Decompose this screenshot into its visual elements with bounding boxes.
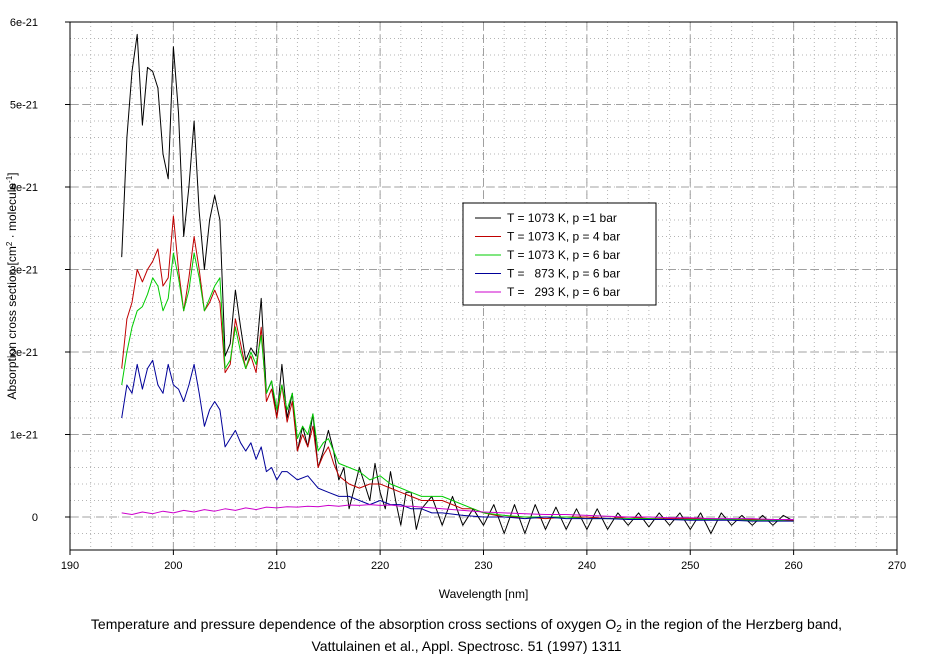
y-tick-label: 0 bbox=[32, 512, 38, 524]
legend-box bbox=[462, 202, 657, 306]
series-line-4 bbox=[121, 359, 794, 522]
y-axis-title-sup1: 2 bbox=[5, 241, 14, 246]
caption-line-2: Vattulainen et al., Appl. Spectrosc. 51 … bbox=[311, 638, 622, 654]
x-tick-label: 210 bbox=[268, 560, 286, 572]
series-line-1 bbox=[121, 33, 794, 534]
x-tick-label: 270 bbox=[888, 560, 906, 572]
x-tick-label: 240 bbox=[578, 560, 596, 572]
x-axis-title: Wavelength [nm] bbox=[439, 587, 529, 601]
y-tick-label: 1e-21 bbox=[10, 430, 38, 442]
y-tick-label: 4e-21 bbox=[10, 182, 38, 194]
y-axis-title-end: ] bbox=[5, 172, 19, 175]
caption-text-a: Temperature and pressure dependence of t… bbox=[90, 616, 617, 632]
legend-label: T = 873 K, p = 6 bar bbox=[507, 267, 620, 281]
x-tick-label: 260 bbox=[784, 560, 802, 572]
y-axis-title-mid: · molecule bbox=[5, 183, 19, 242]
axis-ticks: 190 200 210 220 230 240 250 260 270 0 1e-21 2e-21 3e… bbox=[10, 17, 906, 572]
chart: 190 200 210 220 230 240 250 260 270 0 1e-21 2e-21 3e… bbox=[5, 17, 906, 601]
caption-text-b: in the region of the Herzberg band, bbox=[621, 616, 843, 632]
caption-subscript: 2 bbox=[616, 624, 622, 635]
y-tick-label: 5e-21 bbox=[10, 100, 38, 112]
x-tick-label: 220 bbox=[371, 560, 389, 572]
legend-label: T = 1073 K, p =1 bar bbox=[507, 211, 617, 225]
series-line-5 bbox=[121, 504, 794, 520]
y-axis-title-text: Absorption cross section [cm bbox=[5, 246, 19, 399]
series-lines bbox=[121, 33, 794, 534]
y-axis-title: Absorption cross section [cm2 · molecule… bbox=[5, 172, 19, 399]
legend-label: T = 293 K, p = 6 bar bbox=[507, 285, 620, 299]
legend: T = 1073 K, p =1 bar T = 1073 K, p = 4 ba… bbox=[462, 202, 657, 306]
grid bbox=[69, 21, 898, 551]
y-tick-label: 2e-21 bbox=[10, 347, 38, 359]
x-tick-label: 190 bbox=[61, 560, 79, 572]
x-tick-label: 200 bbox=[164, 560, 182, 572]
x-tick-label: 250 bbox=[681, 560, 699, 572]
x-tick-label: 230 bbox=[474, 560, 492, 572]
legend-label: T = 1073 K, p = 4 bar bbox=[507, 230, 620, 244]
y-tick-label: 6e-21 bbox=[10, 17, 38, 29]
legend-label: T = 1073 K, p = 6 bar bbox=[507, 248, 620, 262]
y-axis-title-sup2: -1 bbox=[5, 175, 14, 183]
y-tick-label: 3e-21 bbox=[10, 265, 38, 277]
caption-line-1: Temperature and pressure dependence of t… bbox=[0, 616, 933, 635]
